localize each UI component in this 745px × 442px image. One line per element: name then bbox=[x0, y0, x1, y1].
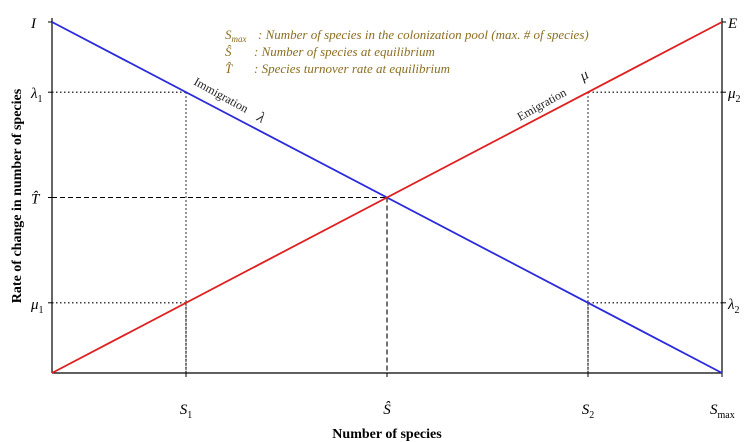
immigration-symbol: λ bbox=[253, 109, 268, 127]
x-tick-label-2: S2 bbox=[582, 402, 595, 421]
x-tick-label-1: Ŝ bbox=[383, 401, 391, 418]
x-tick-label-0: S1 bbox=[180, 402, 193, 421]
x-axis-title: Number of species bbox=[332, 427, 442, 442]
curves bbox=[51, 21, 723, 374]
emigration-symbol: μ bbox=[576, 67, 592, 85]
immigration-label: Immigration bbox=[192, 74, 251, 115]
right-tick-label-2: λ2 bbox=[727, 297, 740, 316]
left-tick-label-1: λ1 bbox=[30, 86, 43, 105]
legend-symbol-1: Ŝ bbox=[225, 44, 232, 59]
left-tick-label-0: I bbox=[30, 16, 37, 32]
legend-symbol-2: T̂ bbox=[225, 61, 233, 76]
legend-text-1: : Number of species at equilibrium bbox=[254, 44, 435, 59]
left-tick-label-2: T̂ bbox=[31, 191, 41, 207]
series-line-emigration bbox=[51, 21, 723, 374]
legend-text-0: : Number of species in the colonization … bbox=[258, 27, 589, 42]
right-tick-label-1: μ2 bbox=[727, 86, 741, 105]
left-tick-label-3: μ1 bbox=[30, 297, 44, 316]
guide-lines bbox=[52, 91, 722, 373]
y-axis-title: Rate of change in number of species bbox=[10, 88, 25, 303]
emigration-label: Emigration bbox=[515, 85, 569, 123]
legend: Smax : Number of species in the colonizat… bbox=[225, 27, 589, 76]
legend-symbol-0: Smax bbox=[225, 27, 247, 44]
x-tick-label-3: Smax bbox=[710, 402, 735, 421]
tick-labels: S1 Ŝ S2 Smax Iλ1 T̂ μ1 Eμ2 λ2 bbox=[30, 16, 741, 421]
right-tick-label-0: E bbox=[727, 16, 737, 32]
legend-text-2: : Species turnover rate at equilibrium bbox=[254, 61, 450, 76]
